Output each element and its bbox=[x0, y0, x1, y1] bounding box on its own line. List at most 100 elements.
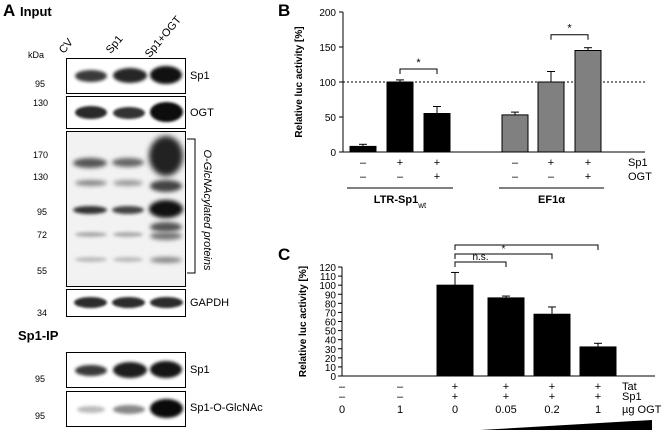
chart-c-sig-bracket bbox=[454, 261, 507, 267]
chart-c-y-tick-label: 70 bbox=[325, 308, 337, 319]
chart-c-condition: + bbox=[595, 381, 601, 393]
chart-b-y-tick-label: 100 bbox=[319, 78, 336, 89]
chart-b-condition: – bbox=[512, 171, 519, 183]
chart-c-sig-label: ** bbox=[523, 240, 531, 246]
chart-c-condition: + bbox=[503, 381, 509, 393]
chart-b-condition: + bbox=[585, 157, 591, 169]
chart-c-condition: 0 bbox=[452, 404, 458, 416]
chart-c-row-label: Tat bbox=[622, 381, 637, 393]
chart-b-sig-bracket bbox=[399, 68, 438, 74]
chart-c-bar bbox=[487, 297, 525, 377]
marker-130: 130 bbox=[33, 98, 49, 108]
chart-c-condition: + bbox=[549, 391, 555, 403]
chart-c-bar bbox=[579, 346, 617, 377]
chart-b-condition: – bbox=[360, 171, 367, 183]
chart-c-sig-label: * bbox=[502, 244, 506, 255]
chart-c-y-tick-label: 110 bbox=[320, 272, 336, 283]
blot-label-sp1: Sp1 bbox=[190, 70, 210, 82]
chart-c-condition: – bbox=[397, 381, 404, 393]
chart-c-y-label: Relative luc activity [%] bbox=[298, 266, 309, 377]
chart-c-y-tick-label: 30 bbox=[325, 345, 337, 356]
chart-c-y-tick-label: 50 bbox=[325, 327, 337, 338]
chart-b-row-label: Sp1 bbox=[628, 157, 648, 169]
chart-b-y-tick-label: 150 bbox=[319, 43, 336, 54]
chart-b-sig-label: * bbox=[567, 23, 572, 35]
chart-c-condition: – bbox=[397, 391, 404, 403]
chart-b-bar bbox=[501, 114, 529, 153]
blot-label-o-glcnac: O-GlcNAcylated proteins bbox=[201, 149, 213, 271]
chart-c-row-label: µg OGT bbox=[622, 404, 662, 416]
lane-label-sp1: Sp1 bbox=[103, 33, 126, 56]
chart-b-condition: + bbox=[434, 157, 440, 169]
chart-b: 0 50 100 150 200 Relative luc activity [%] * * –… bbox=[294, 8, 652, 210]
chart-c-sig-bracket bbox=[454, 253, 553, 259]
chart-b-condition: – bbox=[512, 157, 519, 169]
chart-c-sig-label: n.s. bbox=[472, 252, 488, 263]
kda-label: kDa bbox=[28, 50, 45, 60]
chart-c-condition: 0 bbox=[339, 404, 345, 416]
blot-o-glcnac-proteins bbox=[66, 131, 186, 287]
chart-c-condition: + bbox=[595, 391, 601, 403]
chart-c-y-tick-label: 20 bbox=[325, 354, 337, 365]
chart-c-condition: 1 bbox=[595, 404, 601, 416]
chart-b-group-label: EF1α bbox=[538, 194, 565, 206]
chart-b-condition: + bbox=[585, 171, 591, 183]
chart-c-bar bbox=[533, 313, 571, 377]
blot-label-gapdh: GAPDH bbox=[190, 297, 230, 309]
chart-c-row-label: Sp1 bbox=[622, 391, 642, 403]
chart-b-y-tick-label: 200 bbox=[319, 8, 336, 19]
sp1-ip-title: Sp1-IP bbox=[18, 328, 59, 343]
chart-b-condition: – bbox=[548, 171, 555, 183]
chart-b-bar bbox=[574, 50, 602, 153]
blot-label-ogt: OGT bbox=[190, 107, 214, 119]
blot-sp1-input bbox=[66, 58, 186, 94]
chart-b-y-tick-label: 50 bbox=[325, 113, 337, 124]
marker-34: 34 bbox=[37, 308, 48, 318]
chart-c-condition: + bbox=[452, 391, 458, 403]
chart-c-ogt-gradient-wedge bbox=[480, 420, 652, 430]
chart-b-y-tick-label: 0 bbox=[330, 148, 336, 159]
blot-ip-sp1-o-glcnac bbox=[66, 391, 186, 427]
blot-label-ip-sp1: Sp1 bbox=[190, 364, 210, 376]
chart-c-condition: – bbox=[339, 381, 346, 393]
chart-b-condition: – bbox=[397, 171, 404, 183]
chart-c-sig-bracket bbox=[454, 244, 599, 250]
chart-c-y-tick-label: 120 bbox=[319, 263, 336, 274]
bracket bbox=[187, 138, 196, 274]
chart-c-condition: 0.2 bbox=[544, 404, 559, 416]
blot-ogt bbox=[66, 96, 186, 129]
chart-c-y-tick-label: 10 bbox=[325, 363, 337, 374]
chart-c-y-tick-label: 40 bbox=[325, 336, 337, 347]
chart-c-condition: 0.05 bbox=[495, 404, 516, 416]
panel-b-letter: B bbox=[278, 1, 291, 20]
marker-55: 55 bbox=[37, 266, 48, 276]
marker-95-ip: 95 bbox=[35, 374, 46, 384]
chart-b-bar bbox=[423, 113, 451, 153]
chart-b-bar bbox=[386, 81, 414, 153]
blot-label-ip-sp1-o-glcnac: Sp1-O-GlcNAc bbox=[190, 402, 263, 414]
chart-b-sig-label: * bbox=[416, 57, 421, 69]
chart-b-bar bbox=[349, 145, 377, 153]
chart-b-condition: – bbox=[360, 157, 367, 169]
chart-c-condition: – bbox=[339, 391, 346, 403]
panel-a-letter: A bbox=[3, 1, 16, 20]
blot-ip-sp1 bbox=[66, 352, 186, 388]
marker-95-ip2: 95 bbox=[35, 411, 46, 421]
marker-130b: 130 bbox=[33, 172, 49, 182]
chart-b-condition: + bbox=[397, 157, 403, 169]
chart-c-condition: 1 bbox=[397, 404, 403, 416]
chart-b-sig-bracket bbox=[550, 34, 589, 40]
chart-b-condition: + bbox=[548, 157, 554, 169]
chart-c-condition: + bbox=[549, 381, 555, 393]
marker-95b: 95 bbox=[37, 207, 48, 217]
blot-gapdh bbox=[66, 289, 186, 317]
marker-170: 170 bbox=[33, 150, 49, 160]
chart-c-y-tick-label: 60 bbox=[325, 318, 337, 329]
lane-label-cv: CV bbox=[56, 36, 76, 56]
chart-c-condition: + bbox=[503, 391, 509, 403]
chart-c-bar bbox=[436, 284, 474, 377]
chart-c-y-tick-label: 90 bbox=[325, 290, 337, 301]
chart-c-y-tick-label: 0 bbox=[330, 372, 336, 383]
chart-b-bar bbox=[537, 81, 565, 153]
